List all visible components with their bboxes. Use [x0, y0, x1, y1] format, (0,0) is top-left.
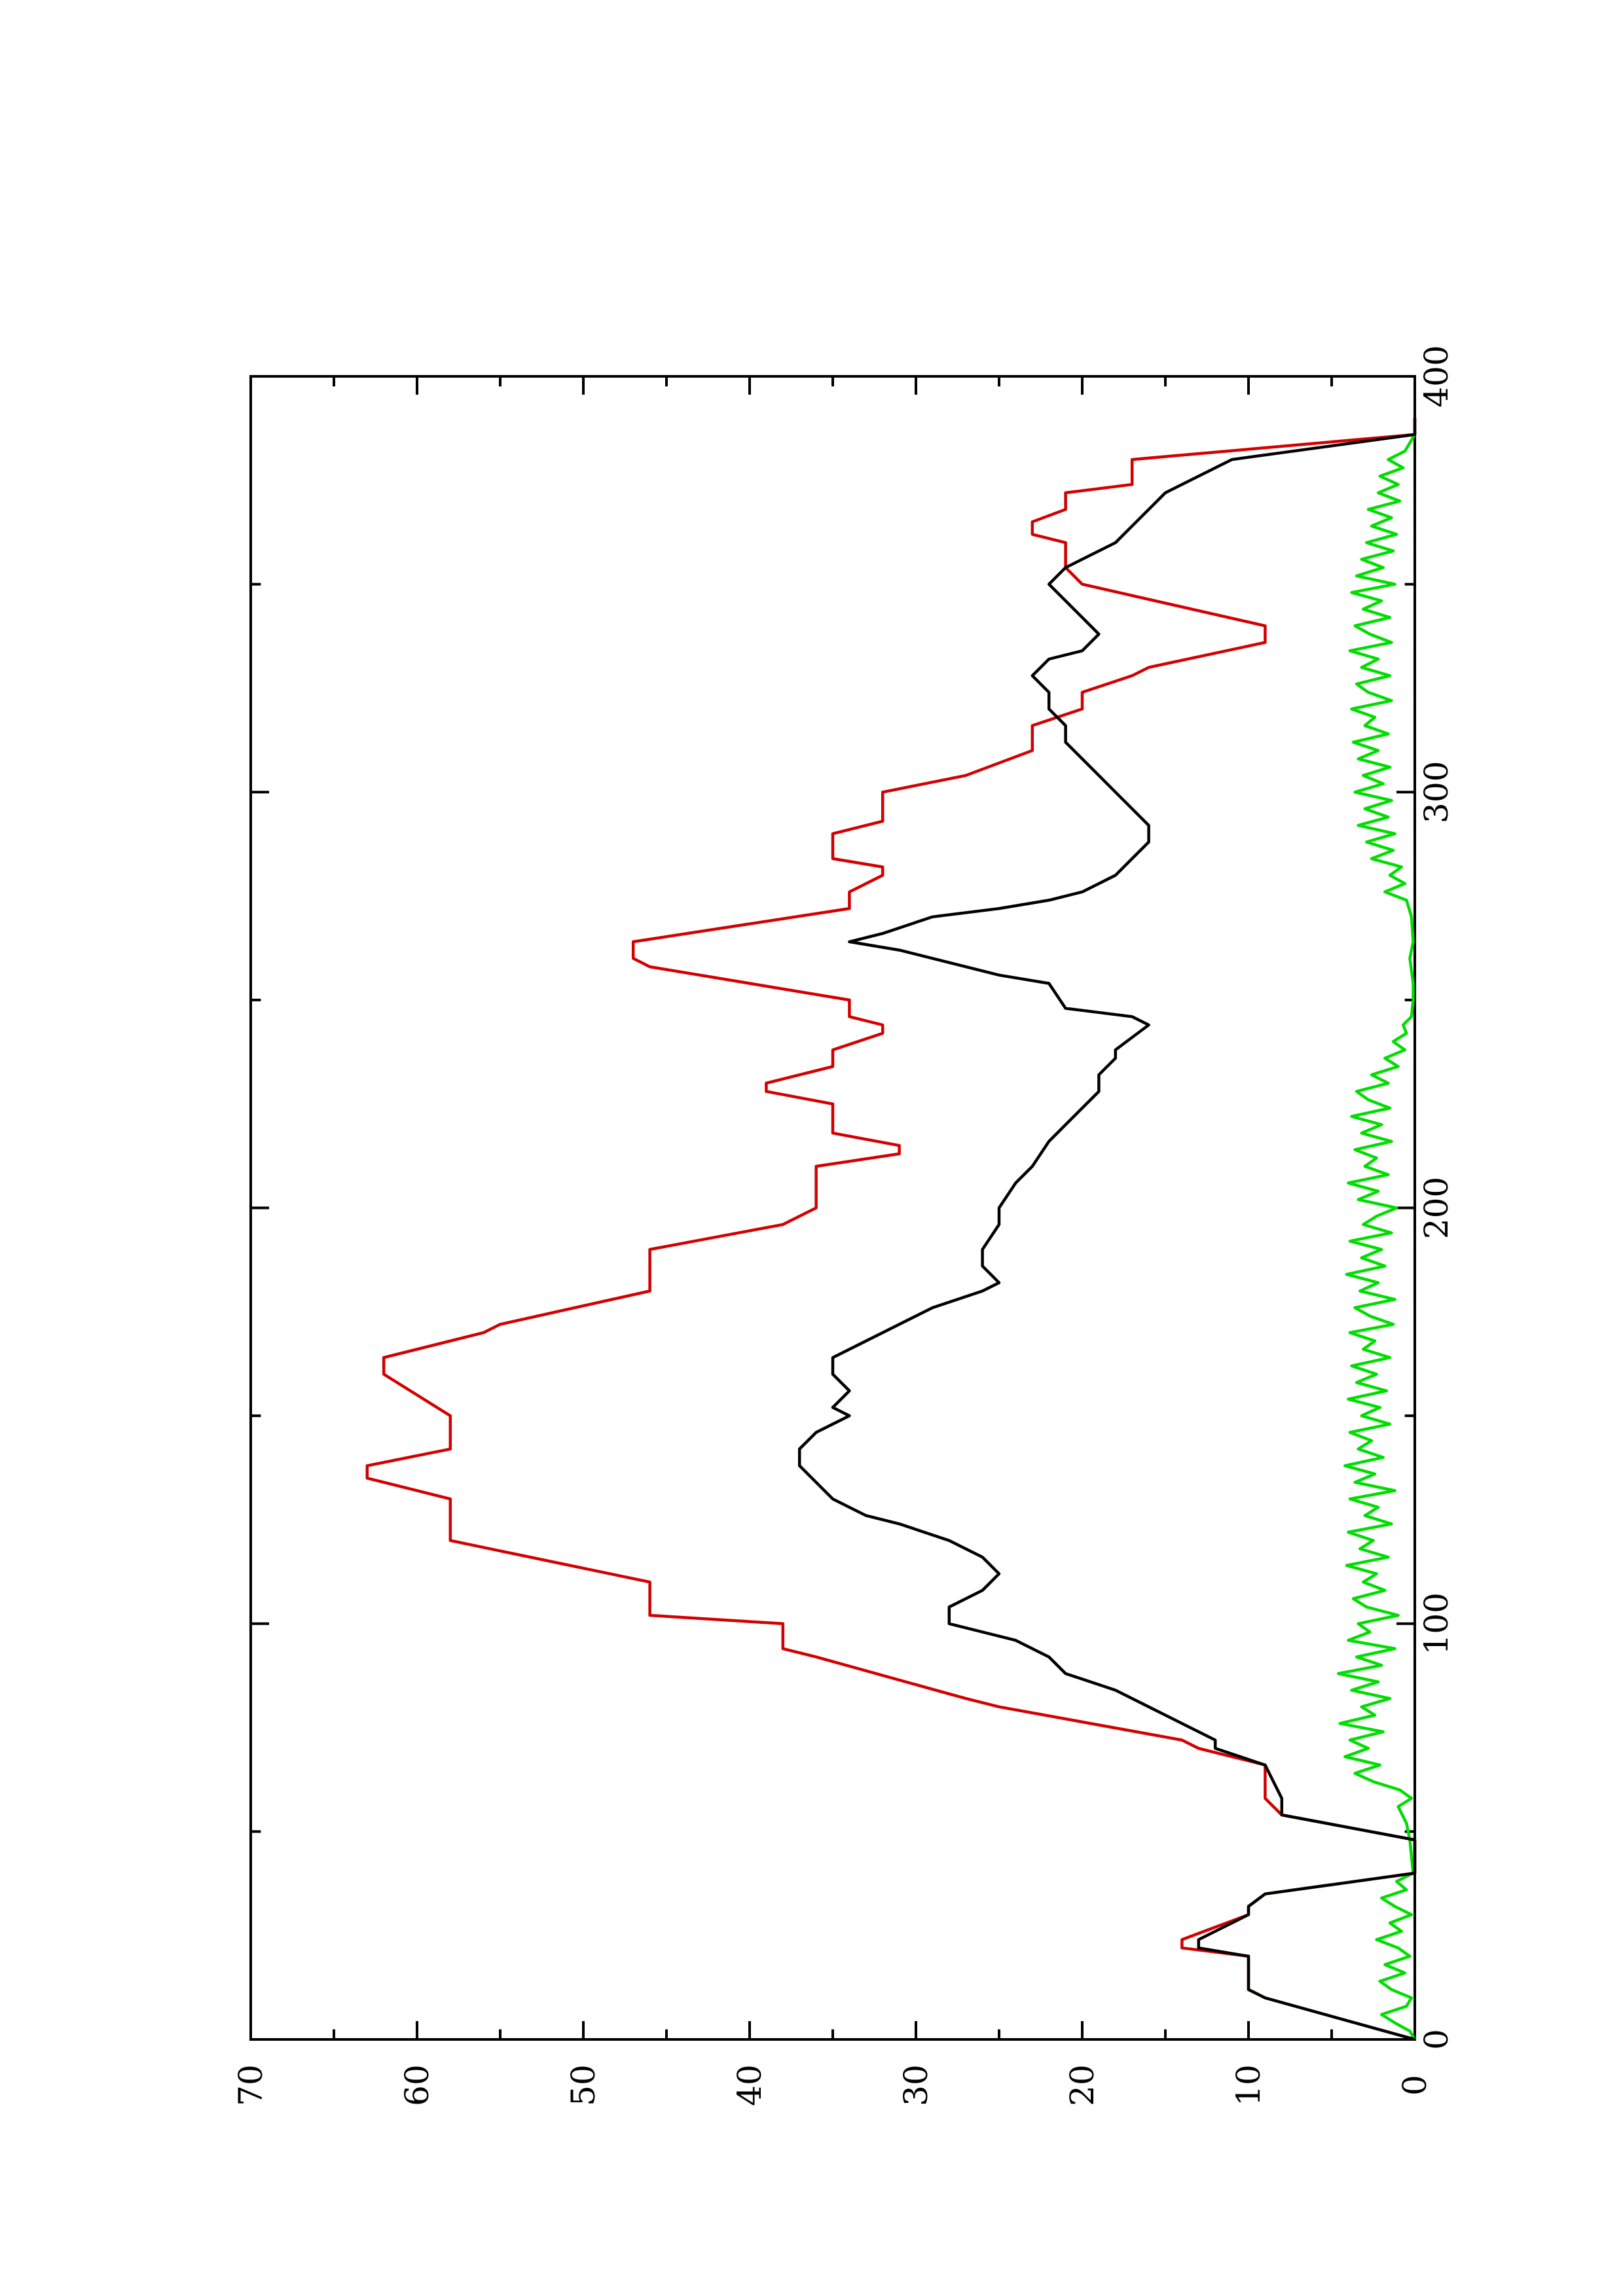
y-tick-label: 0 — [1396, 2075, 1434, 2096]
y-tick-label: 50 — [564, 2064, 602, 2106]
y-tick-label: 40 — [731, 2064, 769, 2106]
x-tick-label: 300 — [1417, 761, 1455, 823]
y-tick-label: 70 — [232, 2064, 270, 2106]
y-axis-ticks — [249, 376, 1416, 2039]
y-tick-label: 10 — [1230, 2064, 1267, 2106]
series-line-1 — [365, 418, 1417, 2041]
y-tick-label: 30 — [897, 2064, 935, 2106]
y-tick-label: 20 — [1063, 2064, 1101, 2106]
series-line-2 — [797, 418, 1417, 2041]
x-axis-tick-labels: 0 100 200 300 400 — [1417, 345, 1455, 2050]
plot-frame — [249, 375, 1416, 2041]
y-tick-label: 60 — [398, 2064, 436, 2106]
series-layer — [365, 418, 1417, 2041]
series-line-3 — [1336, 433, 1416, 2041]
y-axis-tick-labels: 0 10 20 30 40 50 60 70 — [232, 2064, 1434, 2106]
x-tick-label: 200 — [1417, 1177, 1455, 1239]
x-tick-label: 400 — [1417, 345, 1455, 407]
x-axis-ticks — [251, 375, 1415, 2041]
x-tick-label: 100 — [1417, 1592, 1455, 1655]
x-tick-label: 0 — [1417, 2029, 1455, 2050]
